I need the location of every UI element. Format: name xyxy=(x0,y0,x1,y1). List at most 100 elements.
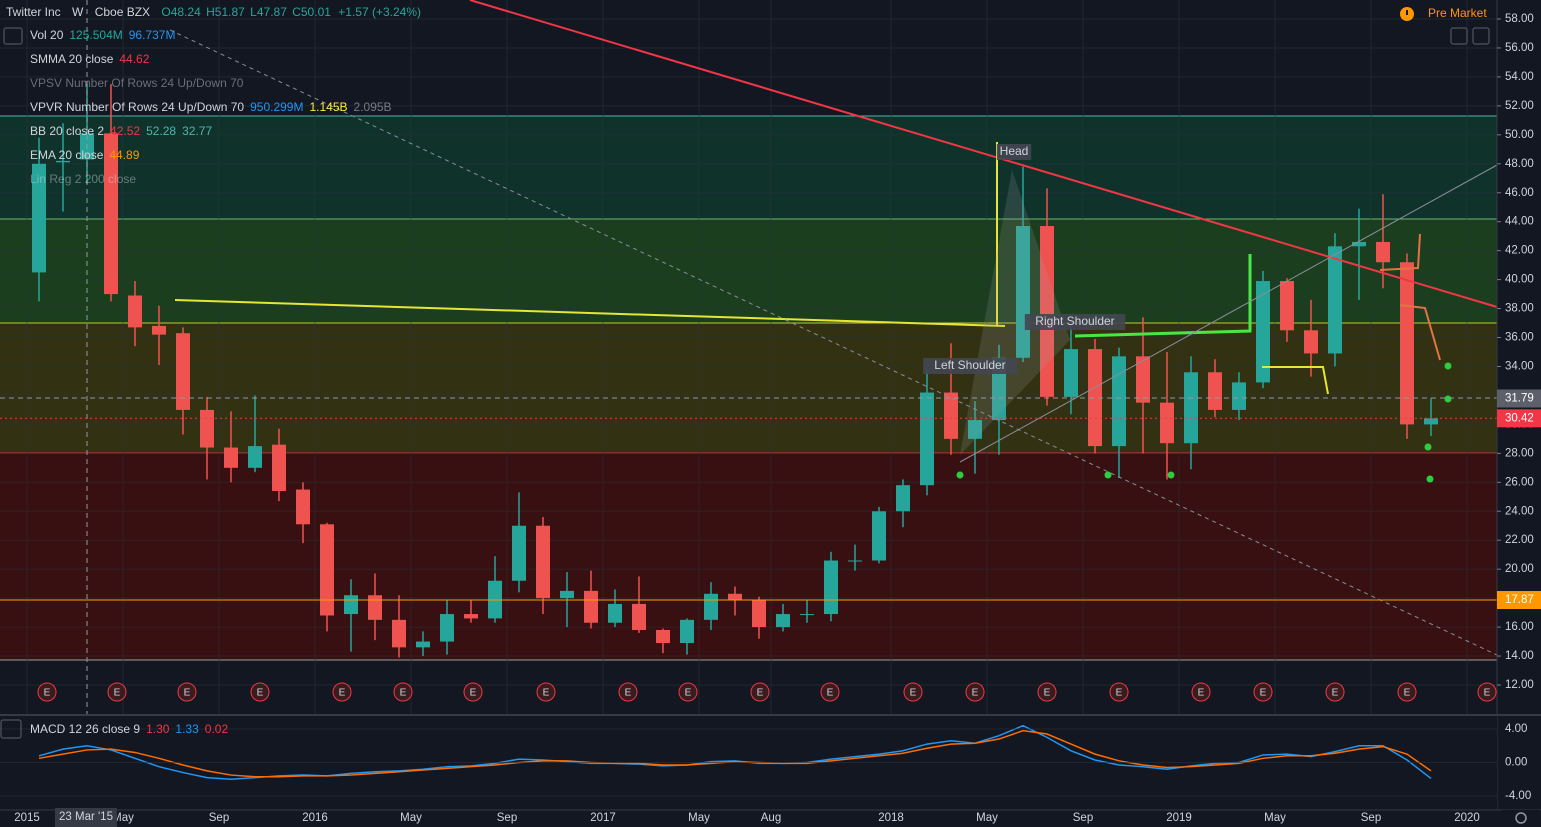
candle-body xyxy=(800,614,814,616)
settings-box[interactable] xyxy=(1502,810,1540,827)
indicator-name: VPSV Number Of Rows 24 Up/Down 70 xyxy=(30,76,244,90)
earnings-icon[interactable] xyxy=(965,682,985,702)
earnings-icon[interactable] xyxy=(618,682,638,702)
earnings-label[interactable]: E xyxy=(400,688,407,699)
zone xyxy=(0,323,1497,453)
earnings-icon[interactable] xyxy=(678,682,698,702)
annotation: Left Shoulder xyxy=(934,358,1005,372)
candle-body xyxy=(968,420,982,439)
market-status[interactable]: Pre Market xyxy=(1428,6,1487,20)
earnings-icon[interactable] xyxy=(1253,682,1273,702)
candle-body xyxy=(152,325,166,335)
candle-body xyxy=(536,525,550,599)
candle-body xyxy=(1232,382,1246,410)
exchange: Cboe BZX xyxy=(95,5,150,19)
settings-icon[interactable] xyxy=(1515,812,1527,824)
indicator-legend: BB 20 close 2 42.52 52.28 32.77 xyxy=(30,124,212,138)
drawings-layer xyxy=(0,0,1498,810)
price-label: 30.42 xyxy=(1505,412,1534,424)
candle-body xyxy=(200,409,214,448)
signal-dot xyxy=(1444,362,1452,370)
price-label-box xyxy=(1497,389,1541,408)
candle-body xyxy=(632,603,646,630)
earnings-label[interactable]: E xyxy=(1260,688,1267,699)
earnings-label[interactable]: E xyxy=(1044,688,1051,699)
earnings-label[interactable]: E xyxy=(114,688,121,699)
macd-legend-value: 1.30 xyxy=(146,722,170,736)
interval: W xyxy=(72,5,84,19)
x-tick-label: May xyxy=(688,812,710,824)
collapse-button[interactable] xyxy=(3,27,23,45)
earnings-label[interactable]: E xyxy=(184,688,191,699)
indicator-value: 1.145B xyxy=(309,100,347,114)
button[interactable] xyxy=(1450,27,1468,45)
earnings-label[interactable]: E xyxy=(625,688,632,699)
earnings-icon[interactable] xyxy=(820,682,840,702)
candle-body xyxy=(512,525,526,581)
earnings-label[interactable]: E xyxy=(44,688,51,699)
candle-body xyxy=(1088,349,1102,447)
earnings-label[interactable]: E xyxy=(972,688,979,699)
candle-body xyxy=(872,511,886,561)
x-tick-label: May xyxy=(112,812,134,824)
y-tick-label: 44.00 xyxy=(1505,216,1534,228)
earnings-label[interactable]: E xyxy=(1198,688,1205,699)
earnings-label[interactable]: E xyxy=(1332,688,1339,699)
collapse-button[interactable] xyxy=(0,719,22,739)
candle-body xyxy=(656,629,670,644)
earnings-icon[interactable] xyxy=(536,682,556,702)
indicator-value: 42.52 xyxy=(110,124,140,138)
price-label: 31.79 xyxy=(1505,393,1534,405)
button[interactable] xyxy=(1472,27,1490,45)
earnings-label[interactable]: E xyxy=(827,688,834,699)
earnings-icon[interactable] xyxy=(1109,682,1129,702)
earnings-icon[interactable] xyxy=(37,682,57,702)
earnings-label[interactable]: E xyxy=(910,688,917,699)
y-tick-label: 46.00 xyxy=(1505,187,1534,199)
x-tick-label: Sep xyxy=(497,812,517,824)
x-tick-label: 2016 xyxy=(302,812,328,824)
earnings-icon[interactable] xyxy=(903,682,923,702)
earnings-label[interactable]: E xyxy=(1484,688,1491,699)
earnings-icon[interactable] xyxy=(1191,682,1211,702)
candle-body xyxy=(1136,356,1150,403)
earnings-label[interactable]: E xyxy=(470,688,477,699)
candle-body xyxy=(1280,281,1294,331)
candle-body xyxy=(296,489,310,525)
candle-body xyxy=(368,595,382,620)
earnings-icon[interactable] xyxy=(1325,682,1345,702)
high-value: H51.87 xyxy=(206,5,245,19)
candle-body xyxy=(56,160,70,163)
earnings-label[interactable]: E xyxy=(257,688,264,699)
earnings-icon[interactable] xyxy=(107,682,127,702)
earnings-icon[interactable] xyxy=(1397,682,1417,702)
earnings-icon[interactable] xyxy=(177,682,197,702)
indicator-value: 44.62 xyxy=(119,52,149,66)
earnings-icon[interactable] xyxy=(750,682,770,702)
neckline xyxy=(174,299,1006,327)
earnings-icon[interactable] xyxy=(463,682,483,702)
candle-body xyxy=(32,163,46,273)
y-tick-label: 20.00 xyxy=(1505,563,1534,575)
x-tick-label: 2015 xyxy=(14,812,40,824)
earnings-label[interactable]: E xyxy=(339,688,346,699)
earnings-icon[interactable] xyxy=(393,682,413,702)
x-tick-label: May xyxy=(400,812,422,824)
signal-dot xyxy=(1444,395,1452,403)
pattern-line xyxy=(1399,304,1441,361)
earnings-label[interactable]: E xyxy=(1404,688,1411,699)
earnings-label[interactable]: E xyxy=(1116,688,1123,699)
earnings-icon[interactable] xyxy=(1037,682,1057,702)
price-label-box xyxy=(1497,409,1541,428)
earnings-icon[interactable] xyxy=(1477,682,1497,702)
earnings-label[interactable]: E xyxy=(543,688,550,699)
earnings-label[interactable]: E xyxy=(685,688,692,699)
earnings-icon[interactable] xyxy=(332,682,352,702)
candle-body xyxy=(608,603,622,623)
candle-body xyxy=(1304,330,1318,354)
earnings-label[interactable]: E xyxy=(757,688,764,699)
earnings-icon[interactable] xyxy=(250,682,270,702)
indicator-name: Vol 20 xyxy=(30,28,64,42)
